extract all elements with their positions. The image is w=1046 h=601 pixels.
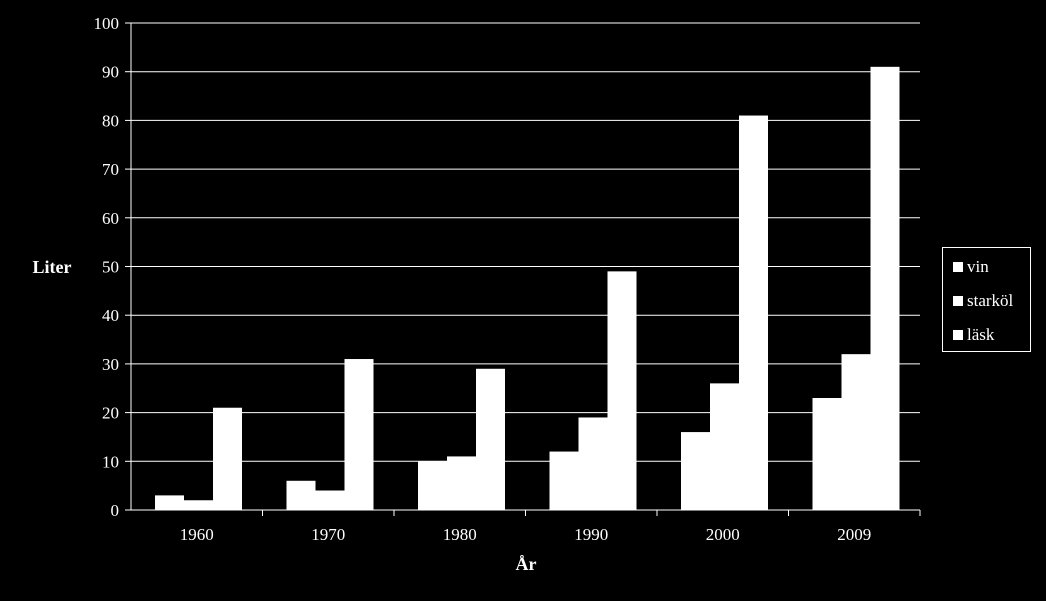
x-tick-label: 1990 <box>574 525 608 544</box>
x-tick-label: 1970 <box>311 525 345 544</box>
bar-starköl-1990 <box>578 417 608 510</box>
y-tick-label: 100 <box>94 14 120 33</box>
bars <box>155 66 900 510</box>
y-tick-labels: 0 10 20 30 40 50 60 70 80 90 100 <box>94 14 120 520</box>
x-tick-labels: 1960 1970 1980 1990 2000 2009 <box>180 525 872 544</box>
bar-vin-2009 <box>812 397 842 510</box>
y-tick-label: 50 <box>102 258 119 277</box>
y-tick-label: 70 <box>102 160 119 179</box>
y-tick-label: 40 <box>102 306 119 325</box>
y-tick-label: 30 <box>102 355 119 374</box>
bar-starköl-1970 <box>315 490 345 510</box>
bar-läsk-1980 <box>476 368 505 510</box>
x-tick-label: 1960 <box>180 525 214 544</box>
bar-läsk-2009 <box>870 66 900 510</box>
legend-label: vin <box>967 257 989 276</box>
legend-item-lask: läsk <box>953 324 994 346</box>
bar-läsk-2000 <box>739 115 768 510</box>
legend-label: starköl <box>967 291 1014 310</box>
y-tick-label: 20 <box>102 404 119 423</box>
y-tick-label: 0 <box>111 501 120 520</box>
legend-swatch <box>953 262 963 272</box>
legend-item-vin: vin <box>953 256 989 278</box>
bar-starköl-2000 <box>710 383 739 510</box>
axes <box>125 22 921 516</box>
legend-item-starkol: starköl <box>953 290 1013 312</box>
bar-starköl-1980 <box>447 456 476 510</box>
legend-swatch <box>953 296 963 306</box>
bar-läsk-1990 <box>607 271 637 510</box>
y-tick-label: 10 <box>102 452 119 471</box>
gridlines <box>131 22 920 462</box>
x-tick-label: 1980 <box>443 525 477 544</box>
bar-starköl-1960 <box>184 500 213 510</box>
y-tick-label: 90 <box>102 63 119 82</box>
bar-vin-1970 <box>286 480 316 510</box>
legend-label: läsk <box>967 325 995 344</box>
bar-starköl-2009 <box>841 354 871 510</box>
bar-vin-2000 <box>681 432 710 510</box>
bar-vin-1990 <box>549 451 579 510</box>
bar-vin-1980 <box>418 461 447 510</box>
legend-swatch <box>953 330 963 340</box>
y-tick-label: 60 <box>102 209 119 228</box>
bar-läsk-1970 <box>344 359 374 510</box>
x-axis-title: År <box>516 554 537 574</box>
y-tick-label: 80 <box>102 111 119 130</box>
legend: vin starköl läsk <box>942 247 1031 352</box>
x-tick-label: 2009 <box>837 525 871 544</box>
bar-läsk-1960 <box>213 407 242 510</box>
bar-vin-1960 <box>155 495 184 510</box>
y-axis-title: Liter <box>33 257 72 277</box>
x-tick-label: 2000 <box>706 525 740 544</box>
